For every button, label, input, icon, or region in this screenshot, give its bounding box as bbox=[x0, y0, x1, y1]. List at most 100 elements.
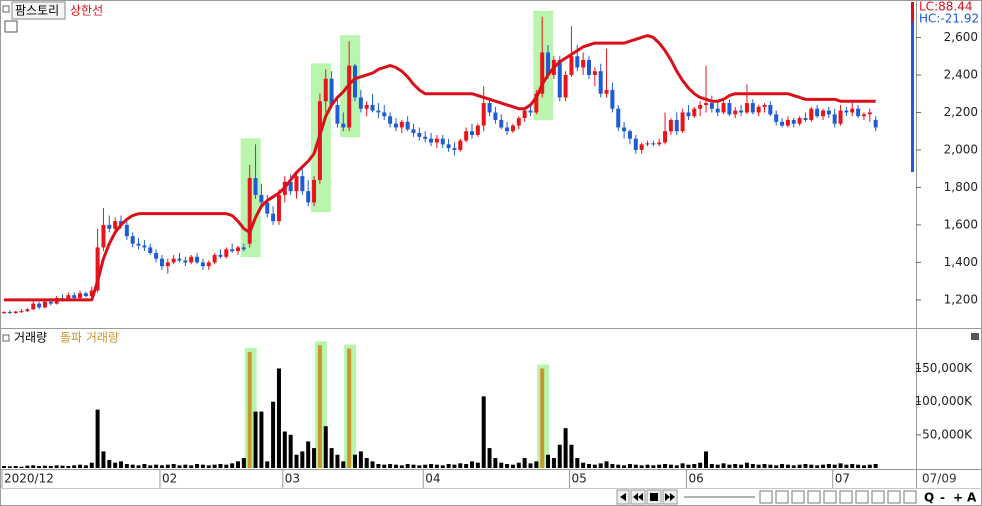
candle-body bbox=[785, 119, 790, 126]
tool-icon[interactable] bbox=[791, 490, 805, 504]
range-indicator bbox=[911, 2, 914, 22]
candle-body bbox=[113, 221, 118, 229]
candle-body bbox=[101, 224, 106, 248]
candle-body bbox=[528, 110, 533, 113]
nav-icon bbox=[650, 493, 658, 501]
tool-icon[interactable] bbox=[903, 490, 917, 504]
volume-bar bbox=[124, 464, 129, 468]
tool-icon[interactable] bbox=[775, 490, 789, 504]
volume-bar bbox=[382, 464, 387, 468]
volume-bar bbox=[2, 466, 6, 468]
volume-bar bbox=[405, 464, 410, 468]
candle-body bbox=[183, 260, 188, 263]
volume-bar bbox=[154, 464, 159, 468]
volume-bar bbox=[376, 464, 381, 468]
y-tick-label: 1,200 bbox=[944, 292, 978, 306]
volume-bar bbox=[663, 464, 668, 468]
volume-bar bbox=[821, 464, 825, 468]
volume-bar bbox=[218, 464, 223, 468]
candle-body bbox=[581, 59, 586, 68]
volume-bar bbox=[288, 434, 293, 468]
volume-bar bbox=[265, 461, 270, 468]
candle-body bbox=[622, 127, 627, 132]
nav-icon bbox=[620, 493, 626, 501]
candle-body bbox=[721, 103, 726, 113]
tool-icon[interactable] bbox=[823, 490, 837, 504]
volume-bar bbox=[48, 466, 53, 468]
y-tick-label: 2,400 bbox=[944, 67, 978, 81]
toolbar: Q - + A bbox=[616, 489, 977, 505]
toolbar-label[interactable]: Q bbox=[924, 491, 934, 505]
volume-bar bbox=[353, 454, 357, 468]
volume-bar bbox=[861, 465, 866, 468]
close-button[interactable] bbox=[971, 333, 979, 340]
toolbar-label[interactable]: + bbox=[953, 491, 963, 505]
y-tick-label: 1,800 bbox=[944, 180, 978, 194]
candle-body bbox=[236, 247, 240, 252]
tool-icon[interactable] bbox=[839, 490, 853, 504]
candle-body bbox=[300, 176, 305, 192]
panel-icon[interactable] bbox=[2, 334, 10, 342]
candle-body bbox=[37, 303, 42, 308]
candle-body bbox=[861, 114, 866, 117]
tool-icon[interactable] bbox=[759, 490, 773, 504]
candle-body bbox=[838, 110, 843, 124]
candle-body bbox=[212, 254, 217, 263]
candle-body bbox=[826, 110, 831, 115]
title-box[interactable] bbox=[11, 1, 66, 20]
last-date: 07/09 bbox=[922, 472, 957, 486]
volume-bar bbox=[276, 368, 281, 468]
candle-body bbox=[692, 108, 697, 117]
panel-icon[interactable] bbox=[2, 5, 10, 13]
candle-body bbox=[423, 136, 428, 139]
tool-icon[interactable] bbox=[807, 490, 821, 504]
volume-bar bbox=[83, 465, 88, 468]
volume-bar bbox=[575, 458, 580, 468]
toolbar-label[interactable]: A bbox=[967, 491, 977, 505]
candle-body bbox=[657, 142, 662, 145]
candle-body bbox=[288, 181, 293, 192]
candle-body bbox=[358, 97, 363, 109]
volume-bar bbox=[411, 464, 416, 468]
grid-icon[interactable] bbox=[4, 20, 18, 33]
volume-bar bbox=[563, 428, 568, 468]
tool-icon[interactable] bbox=[871, 490, 885, 504]
volume-bar bbox=[148, 465, 153, 468]
y-tick-label: 2,600 bbox=[944, 30, 978, 44]
candle-body bbox=[353, 65, 357, 98]
volume-bar bbox=[119, 461, 123, 468]
volume-bar bbox=[358, 451, 363, 468]
candle-body bbox=[867, 112, 872, 115]
volume-bar bbox=[89, 462, 94, 468]
toolbar-label[interactable]: - bbox=[940, 491, 945, 505]
candle-body bbox=[780, 121, 785, 126]
candle-body bbox=[446, 144, 451, 149]
candle-body bbox=[376, 110, 381, 113]
volume-bar bbox=[171, 464, 176, 468]
volume-bar bbox=[300, 451, 305, 468]
volume-bar bbox=[604, 461, 609, 468]
candle-body bbox=[470, 131, 474, 135]
volume-bar bbox=[13, 466, 18, 468]
volume-bar bbox=[569, 444, 574, 468]
tool-icon[interactable] bbox=[887, 490, 901, 504]
volume-bar bbox=[195, 464, 200, 468]
candle-body bbox=[206, 262, 211, 267]
volume-bar bbox=[762, 464, 767, 468]
candle-body bbox=[347, 65, 352, 128]
volume-bar bbox=[364, 458, 369, 468]
volume-bar bbox=[774, 465, 779, 468]
volume-bar bbox=[674, 465, 679, 468]
volume-bar bbox=[733, 464, 738, 468]
volume-bar bbox=[236, 461, 240, 468]
volume-bar bbox=[645, 464, 650, 468]
tool-icon[interactable] bbox=[855, 490, 869, 504]
x-tick-label: 04 bbox=[425, 472, 440, 486]
candle-body bbox=[247, 178, 252, 244]
candle-body bbox=[429, 138, 434, 143]
volume-bar bbox=[721, 463, 726, 468]
candle-body bbox=[83, 293, 88, 297]
volume-bar bbox=[826, 464, 831, 468]
volume-bar bbox=[598, 463, 603, 468]
